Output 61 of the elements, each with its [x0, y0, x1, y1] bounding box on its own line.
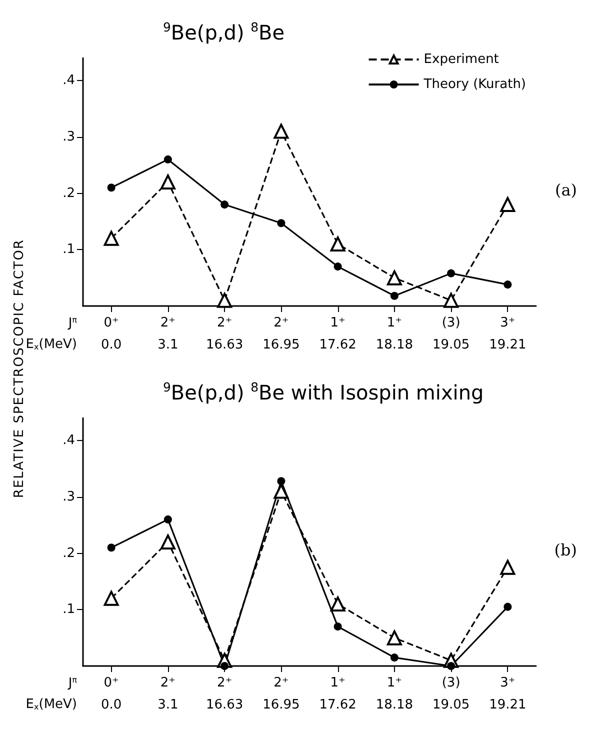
point — [386, 630, 402, 646]
point — [160, 174, 176, 190]
x-tick-label: 2⁺ 3.1 — [158, 316, 178, 352]
y-tick-label: .4 — [62, 433, 75, 448]
point — [444, 292, 459, 308]
point — [217, 292, 232, 308]
x-tick-label: 1⁺ 18.18 — [376, 676, 414, 712]
y-tick-label: .1 — [62, 602, 75, 618]
text: Ex(MeV) — [26, 697, 78, 712]
point — [500, 197, 516, 212]
x-tick-label: 2⁺ 3.1 — [158, 676, 178, 712]
x-tick-label: (3) 19.05 — [432, 316, 470, 352]
x-tick-label: 1⁺ 17.62 — [319, 316, 356, 352]
legend-label: Theory (Kurath) — [422, 77, 526, 92]
text: (b) — [554, 540, 578, 560]
point — [334, 262, 342, 271]
y-tick-label: .2 — [62, 186, 75, 201]
point — [164, 155, 172, 164]
point — [504, 280, 512, 289]
x-tick-label: 3⁺ 19.21 — [489, 316, 526, 352]
point — [390, 654, 398, 662]
x-tick-label: 1⁺ 18.18 — [376, 316, 414, 352]
point — [447, 662, 456, 670]
y-tick-label: .3 — [62, 129, 75, 144]
point — [500, 560, 516, 575]
point — [334, 622, 342, 631]
point — [104, 590, 119, 606]
x-tick-label: 2⁺ 16.63 — [206, 676, 244, 712]
x-tick-label: 1⁺ 17.62 — [319, 676, 356, 712]
x-tick-label: 0⁺ 0.0 — [100, 316, 122, 352]
y-tick-label: .3 — [62, 489, 75, 504]
y-tick-label: .2 — [62, 546, 75, 561]
point — [330, 596, 346, 612]
point — [107, 184, 116, 192]
x-tick-label: 3⁺ 19.21 — [489, 676, 526, 712]
point — [390, 292, 398, 300]
y-tick-label: .4 — [62, 73, 75, 88]
x-tick-label: 2⁺ 16.95 — [262, 316, 300, 352]
y-axis-title: RELATIVE SPECTROSCOPIC FACTOR — [12, 238, 27, 498]
point — [164, 515, 172, 524]
point — [104, 230, 119, 246]
point — [447, 269, 456, 278]
point — [220, 662, 229, 670]
point — [274, 484, 289, 499]
x-tick-label: 2⁺ 16.63 — [206, 316, 244, 352]
point — [160, 534, 176, 550]
x-tick-label: 0⁺ 0.0 — [100, 676, 122, 712]
point — [107, 544, 116, 552]
point — [220, 200, 229, 209]
legend-label: Experiment — [424, 52, 499, 67]
point — [277, 219, 286, 228]
point — [277, 477, 286, 486]
text: (a) — [554, 180, 578, 200]
x-tick-label: 2⁺ 16.95 — [262, 676, 300, 712]
point — [274, 124, 289, 139]
text: Ex(MeV) — [26, 337, 78, 352]
y-tick-label: .1 — [62, 242, 75, 258]
x-tick-label: (3) 19.05 — [432, 676, 470, 712]
point — [386, 270, 402, 286]
point — [330, 236, 346, 252]
point — [504, 602, 512, 611]
